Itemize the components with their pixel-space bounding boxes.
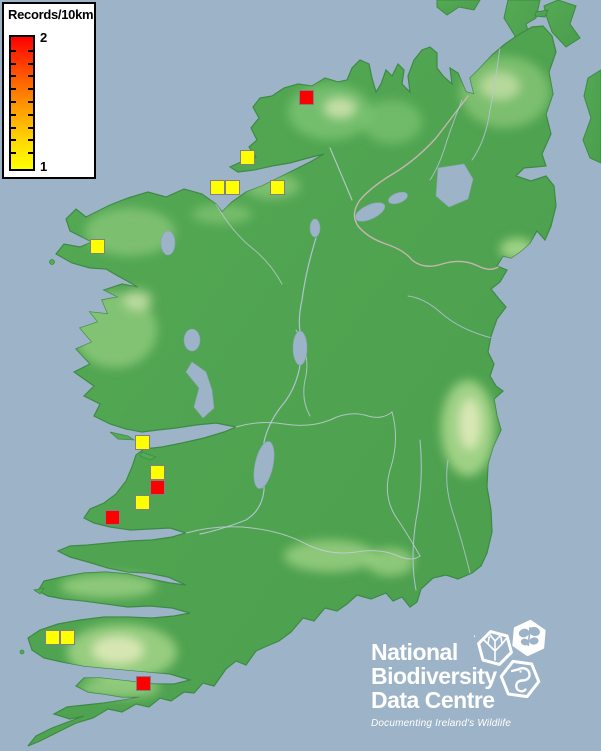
record-square[interactable]: [90, 239, 105, 254]
legend-tick: [11, 127, 16, 129]
record-square[interactable]: [299, 90, 314, 105]
record-square[interactable]: [225, 180, 240, 195]
legend-tick: [11, 50, 16, 52]
legend-tick: [11, 88, 16, 90]
legend-tick: [11, 139, 16, 141]
legend-tick: [11, 75, 16, 77]
record-square[interactable]: [270, 180, 285, 195]
legend-tick: [28, 127, 33, 129]
record-square[interactable]: [150, 465, 165, 480]
legend-max-label: 2: [40, 30, 48, 45]
legend-tick: [28, 114, 33, 116]
lakes: [160, 163, 474, 489]
legend-tick: [28, 88, 33, 90]
legend-tick: [11, 101, 16, 103]
record-square[interactable]: [210, 180, 225, 195]
offshore-islands: [19, 259, 157, 655]
logo-line-1: National: [371, 639, 458, 665]
record-square[interactable]: [136, 676, 151, 691]
legend-tick: [11, 152, 16, 154]
nbdc-logo-text: National Biodiversity Data Centre Docume…: [371, 640, 596, 736]
record-square[interactable]: [135, 495, 150, 510]
record-square[interactable]: [150, 480, 165, 495]
legend-gradient-bar: [9, 35, 35, 171]
logo-hexagons: [474, 619, 546, 699]
seahorse-icon: [499, 659, 541, 699]
legend-tick: [28, 101, 33, 103]
logo-line-2: Biodiversity: [371, 663, 497, 689]
legend-tick: [28, 139, 33, 141]
record-square[interactable]: [135, 435, 150, 450]
legend-tick: [11, 114, 16, 116]
legend-title: Records/10km: [8, 7, 94, 22]
record-square[interactable]: [105, 510, 120, 525]
legend-tick: [28, 50, 33, 52]
record-square[interactable]: [45, 630, 60, 645]
tree-icon: [474, 630, 513, 666]
legend-tick: [11, 63, 16, 65]
legend-panel: Records/10km 2 1: [2, 2, 96, 179]
logo-tagline: Documenting Ireland's Wildlife: [371, 718, 512, 729]
record-square[interactable]: [240, 150, 255, 165]
nbdc-logo: National Biodiversity Data Centre Docume…: [371, 619, 596, 745]
legend-min-label: 1: [40, 159, 48, 174]
logo-line-3: Data Centre: [371, 687, 495, 713]
legend-tick: [28, 75, 33, 77]
record-square[interactable]: [60, 630, 75, 645]
legend-tick: [28, 152, 33, 154]
legend-tick: [28, 63, 33, 65]
butterfly-icon: [512, 619, 546, 657]
relief-shading: [60, 56, 550, 698]
